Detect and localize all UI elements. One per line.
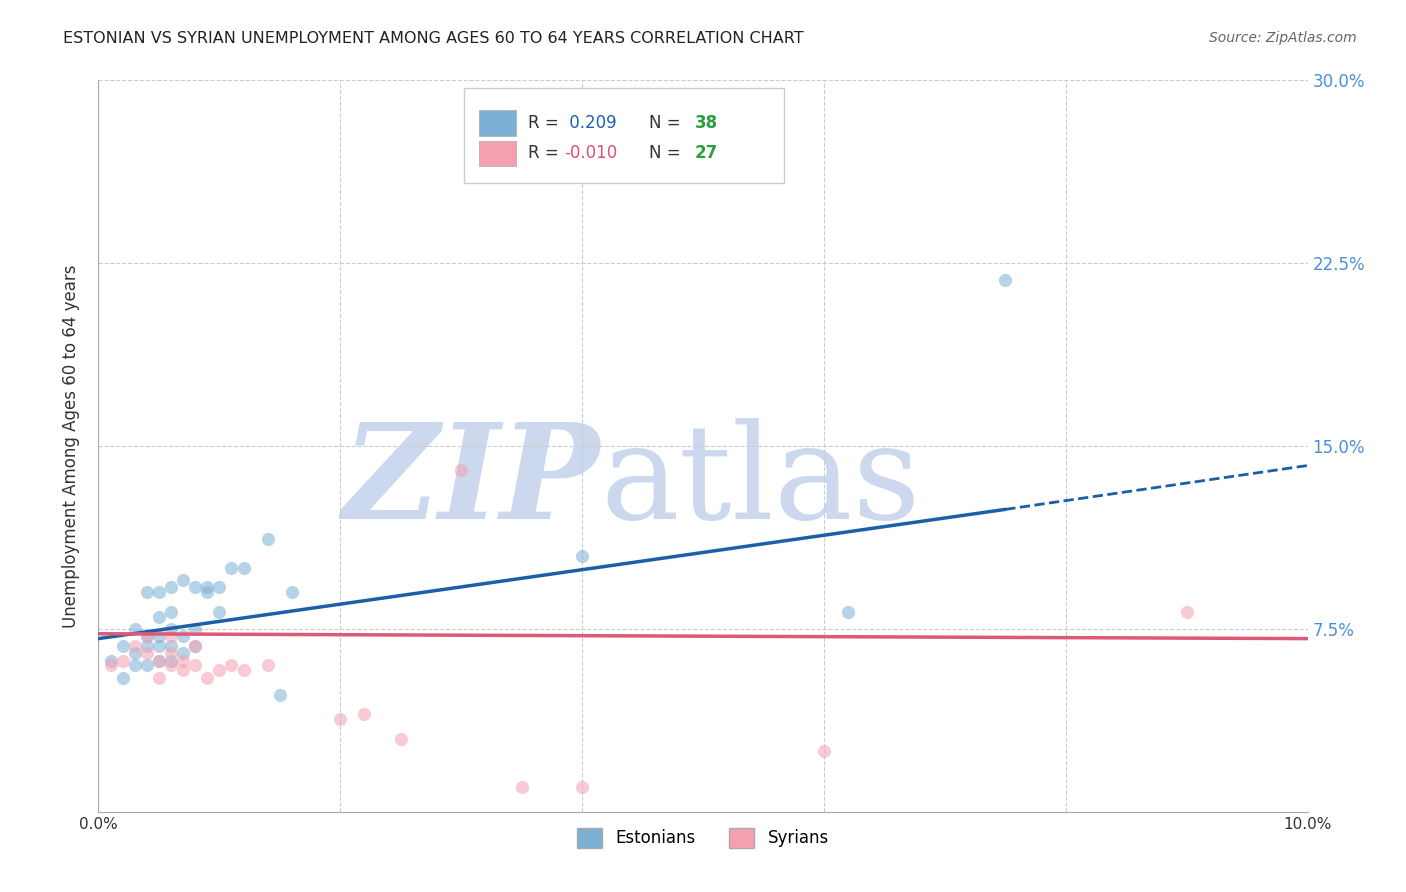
- Point: [148, 629, 170, 643]
- Point: [195, 581, 218, 595]
- Text: ESTONIAN VS SYRIAN UNEMPLOYMENT AMONG AGES 60 TO 64 YEARS CORRELATION CHART: ESTONIAN VS SYRIAN UNEMPLOYMENT AMONG AG…: [63, 31, 804, 46]
- Point: [160, 581, 183, 595]
- Point: [208, 605, 231, 619]
- Point: [172, 629, 194, 643]
- Point: [232, 663, 254, 677]
- Point: [135, 646, 157, 660]
- FancyBboxPatch shape: [479, 110, 516, 136]
- Point: [160, 639, 183, 653]
- Text: N =: N =: [648, 113, 686, 132]
- Point: [135, 585, 157, 599]
- Point: [135, 629, 157, 643]
- Y-axis label: Unemployment Among Ages 60 to 64 years: Unemployment Among Ages 60 to 64 years: [62, 264, 80, 628]
- Point: [135, 629, 157, 643]
- Point: [160, 658, 183, 673]
- Point: [111, 654, 134, 668]
- Point: [172, 654, 194, 668]
- Point: [148, 654, 170, 668]
- Point: [148, 654, 170, 668]
- Text: -0.010: -0.010: [564, 145, 617, 162]
- Point: [256, 658, 278, 673]
- Point: [1175, 605, 1198, 619]
- Point: [813, 744, 835, 758]
- Point: [160, 605, 183, 619]
- Legend: Estonians, Syrians: Estonians, Syrians: [571, 821, 835, 855]
- Text: 38: 38: [695, 113, 717, 132]
- Point: [124, 622, 146, 636]
- Point: [571, 780, 593, 795]
- Point: [172, 646, 194, 660]
- Point: [160, 646, 183, 660]
- Point: [450, 463, 472, 477]
- Point: [208, 663, 231, 677]
- Point: [124, 658, 146, 673]
- Point: [148, 585, 170, 599]
- Point: [148, 639, 170, 653]
- Point: [184, 639, 207, 653]
- Point: [389, 731, 412, 746]
- FancyBboxPatch shape: [479, 141, 516, 166]
- Point: [571, 549, 593, 563]
- Point: [135, 658, 157, 673]
- Text: Source: ZipAtlas.com: Source: ZipAtlas.com: [1209, 31, 1357, 45]
- Point: [232, 561, 254, 575]
- Text: R =: R =: [527, 145, 564, 162]
- Point: [160, 654, 183, 668]
- Point: [135, 639, 157, 653]
- Point: [994, 273, 1017, 287]
- Text: atlas: atlas: [600, 418, 921, 547]
- Text: ZIP: ZIP: [343, 418, 600, 547]
- Point: [172, 573, 194, 587]
- Point: [124, 646, 146, 660]
- Point: [256, 532, 278, 546]
- Point: [160, 629, 183, 643]
- Point: [269, 688, 291, 702]
- Point: [100, 658, 122, 673]
- Point: [837, 605, 859, 619]
- Point: [184, 639, 207, 653]
- Point: [111, 671, 134, 685]
- Point: [195, 585, 218, 599]
- Point: [124, 639, 146, 653]
- Text: R =: R =: [527, 113, 564, 132]
- Point: [111, 639, 134, 653]
- Point: [148, 671, 170, 685]
- Text: 27: 27: [695, 145, 718, 162]
- Point: [281, 585, 304, 599]
- Text: N =: N =: [648, 145, 686, 162]
- Point: [195, 671, 218, 685]
- Point: [148, 609, 170, 624]
- Point: [208, 581, 231, 595]
- FancyBboxPatch shape: [464, 87, 785, 183]
- Point: [184, 658, 207, 673]
- Text: 0.209: 0.209: [564, 113, 617, 132]
- Point: [221, 658, 243, 673]
- Point: [184, 622, 207, 636]
- Point: [353, 707, 375, 722]
- Point: [184, 581, 207, 595]
- Point: [510, 780, 533, 795]
- Point: [160, 622, 183, 636]
- Point: [100, 654, 122, 668]
- Point: [172, 663, 194, 677]
- Point: [221, 561, 243, 575]
- Point: [329, 712, 352, 726]
